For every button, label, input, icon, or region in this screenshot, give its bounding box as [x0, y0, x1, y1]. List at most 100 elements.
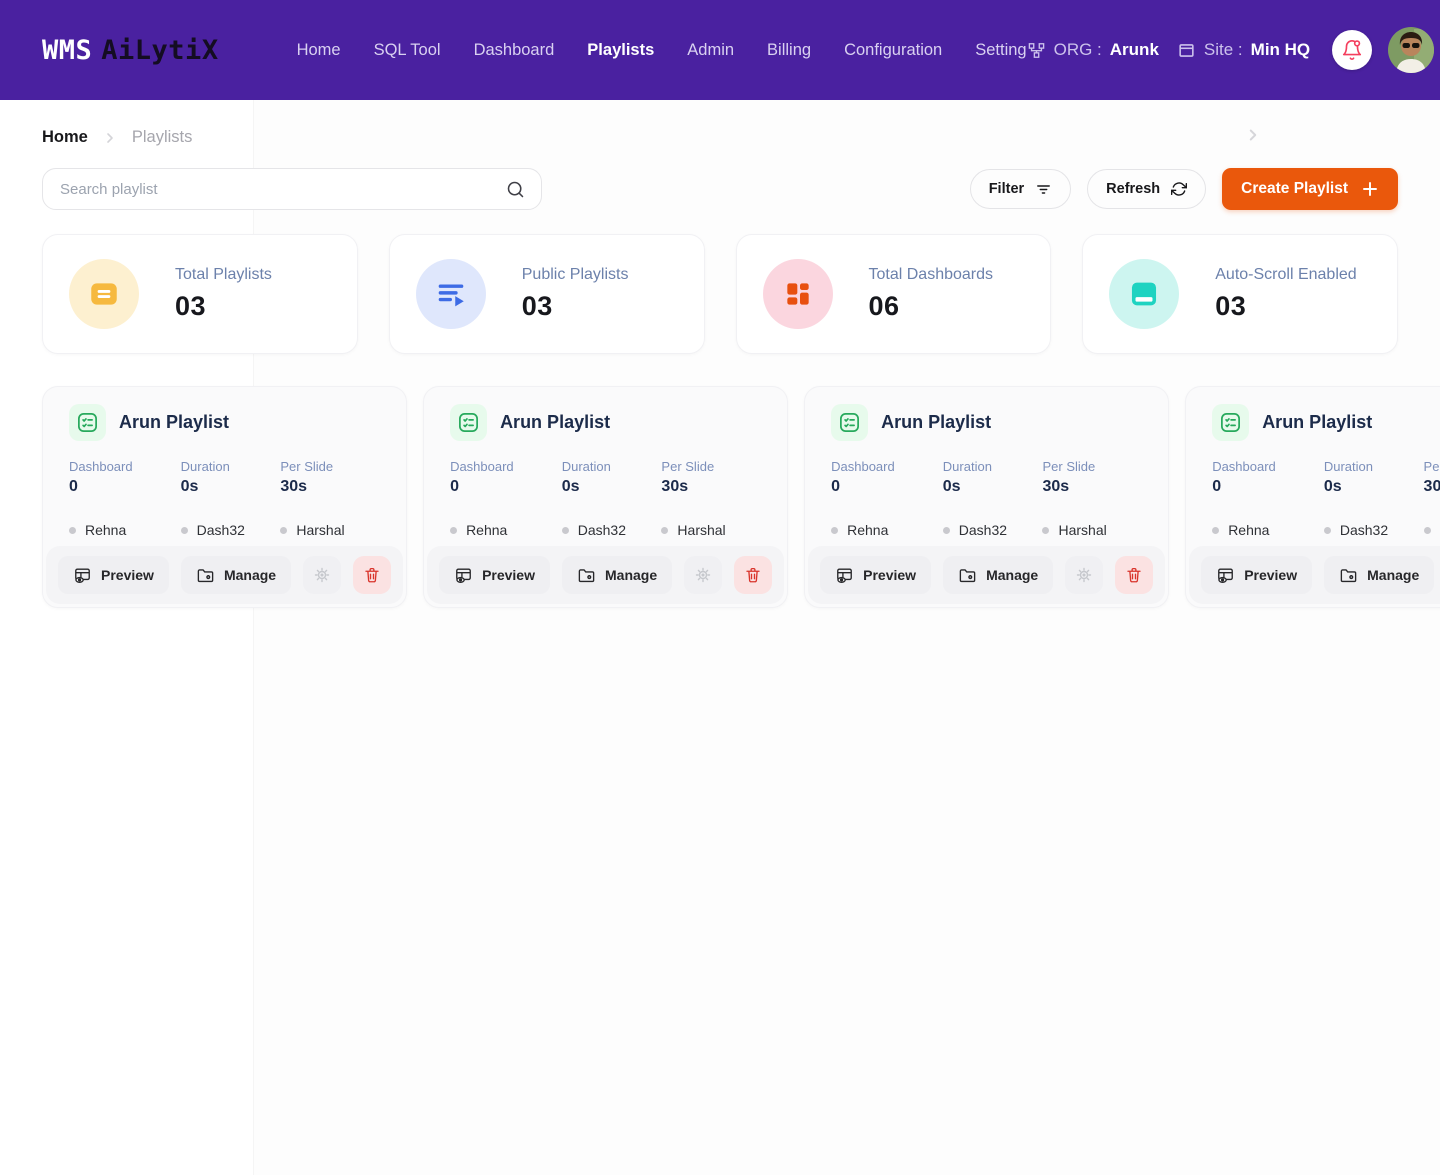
search-box [42, 168, 542, 210]
preview-button[interactable]: Preview [58, 556, 169, 594]
preview-label: Preview [482, 567, 535, 583]
dot-icon [561, 526, 569, 534]
nav-item-setting[interactable]: Setting [975, 40, 1027, 59]
tag-label: Harshal [677, 522, 726, 538]
folder-gear-icon [958, 566, 977, 585]
tag-label: Rehna [1228, 522, 1270, 538]
metric-value: 30s [1042, 478, 1070, 495]
create-playlist-button[interactable]: Create Playlist [1222, 168, 1398, 210]
playlist-title: Arun Playlist [119, 412, 230, 432]
tag-label: Rehna [847, 522, 889, 538]
site-icon [1177, 41, 1196, 60]
site-label: Site : [1203, 40, 1243, 59]
gear-icon [1074, 565, 1094, 585]
create-playlist-label: Create Playlist [1241, 180, 1348, 197]
stat-card-total-playlists: Total Playlists 03 [42, 234, 358, 354]
breadcrumb-home[interactable]: Home [42, 128, 88, 146]
manage-button[interactable]: Manage [1324, 556, 1435, 594]
nav-item-configuration[interactable]: Configuration [844, 40, 943, 59]
playlist-tags: Rehna Dash32 Harshal [424, 522, 787, 538]
tag-item: Dash32 [942, 522, 1043, 538]
nav-item-admin[interactable]: Admin [687, 40, 735, 59]
nav-item-billing[interactable]: Billing [767, 40, 812, 59]
search-input[interactable] [60, 180, 505, 198]
playlist-card-footer: Preview Manage [46, 546, 404, 604]
dot-icon [1042, 526, 1050, 534]
notifications-button[interactable] [1332, 30, 1373, 70]
dot-icon [831, 526, 839, 534]
folder-gear-icon [196, 566, 215, 585]
user-avatar[interactable] [1388, 27, 1435, 73]
navbar-right: ORG : Arunk Site : Min HQ [1027, 27, 1435, 73]
stat-value: 03 [1215, 291, 1247, 321]
manage-button[interactable]: Manage [943, 556, 1054, 594]
metric-value: 0s [942, 478, 961, 495]
tag-item: Dash32 [1323, 522, 1424, 538]
manage-label: Manage [1367, 567, 1420, 583]
trash-icon [363, 566, 381, 584]
manage-label: Manage [605, 567, 658, 583]
playlist-card-footer: Preview Manage [1189, 546, 1440, 604]
playlist-icon [69, 259, 139, 329]
tag-item: Rehna [69, 522, 181, 538]
nav-item-playlists[interactable]: Playlists [587, 40, 655, 59]
refresh-button[interactable]: Refresh [1087, 169, 1207, 209]
metric-label: Dashboard [450, 459, 514, 474]
metric-label: Duration [561, 459, 611, 474]
stat-card-public-playlists: Public Playlists 03 [388, 234, 705, 354]
tag-label: Harshal [1058, 522, 1107, 538]
playlist-metrics: Dashboard 0 Duration 0s Per Slide 30s [424, 459, 787, 496]
tag-label: Dash32 [577, 522, 626, 538]
toolbar: Filter Refresh Create Playlist [42, 168, 1398, 210]
nav-item-dashboard[interactable]: Dashboard [473, 40, 555, 59]
delete-button[interactable] [734, 556, 773, 594]
stat-value: 06 [868, 291, 900, 321]
stat-card-auto-scroll: Auto-Scroll Enabled 03 [1082, 234, 1398, 354]
settings-button[interactable] [684, 556, 723, 594]
settings-button[interactable] [1065, 556, 1104, 594]
tag-label: Dash32 [958, 522, 1008, 538]
nav-item-home[interactable]: Home [296, 40, 341, 59]
logo-ailytix: AiLytiX [101, 34, 219, 66]
delete-button[interactable] [353, 556, 392, 594]
delete-button[interactable] [1115, 556, 1154, 594]
playlist-card-header: Arun Playlist [805, 387, 1168, 441]
screen-icon [1109, 259, 1180, 329]
metric-value: 30s [280, 478, 308, 495]
nav-item-sql-tool[interactable]: SQL Tool [373, 40, 441, 59]
tag-item: Rehna [1212, 522, 1324, 538]
refresh-icon [1171, 181, 1188, 197]
brand-logo[interactable]: WMS AiLytiX [42, 35, 219, 66]
stat-label: Total Dashboards [868, 266, 994, 283]
playlists-grid: Arun Playlist Dashboard 0 Duration 0s Per … [42, 386, 1440, 608]
dot-icon [1323, 526, 1331, 534]
stat-label: Auto-Scroll Enabled [1215, 266, 1357, 283]
settings-button[interactable] [303, 556, 342, 594]
preview-button[interactable]: Preview [820, 556, 932, 594]
tag-item: Harshal [661, 522, 761, 538]
filter-icon [1035, 181, 1052, 198]
metric-label: Duration [180, 459, 230, 474]
metric-label: Dashboard [831, 459, 895, 474]
top-navbar: WMS AiLytiX Home SQL Tool Dashboard Play… [0, 0, 1440, 100]
preview-label: Preview [1244, 567, 1298, 583]
preview-button[interactable]: Preview [439, 556, 550, 594]
tag-label: Harshal [296, 522, 345, 538]
tag-label: Rehna [85, 522, 127, 538]
checklist-icon [831, 404, 869, 441]
manage-button[interactable]: Manage [562, 556, 673, 594]
metric-value: 0s [561, 478, 580, 495]
preview-button[interactable]: Preview [1201, 556, 1313, 594]
manage-button[interactable]: Manage [180, 556, 292, 594]
breadcrumb-current: Playlists [131, 128, 193, 146]
playlist-metrics: Dashboard 0 Duration 0s Per Slide 30s [805, 459, 1168, 496]
checklist-icon [450, 404, 488, 441]
playlist-card: Arun Playlist Dashboard 0 Duration 0s Per … [423, 386, 789, 608]
playlist-card-header: Arun Playlist [1186, 387, 1440, 441]
playlist-metrics: Dashboard 0 Duration 0s Per Slide 30s [43, 459, 406, 496]
metric-label: Duration [1323, 459, 1373, 474]
tag-item: Harshal [1423, 522, 1440, 538]
filter-button[interactable]: Filter [969, 169, 1072, 209]
collapse-chevron-icon[interactable] [1244, 126, 1262, 144]
search-icon[interactable] [505, 179, 526, 200]
